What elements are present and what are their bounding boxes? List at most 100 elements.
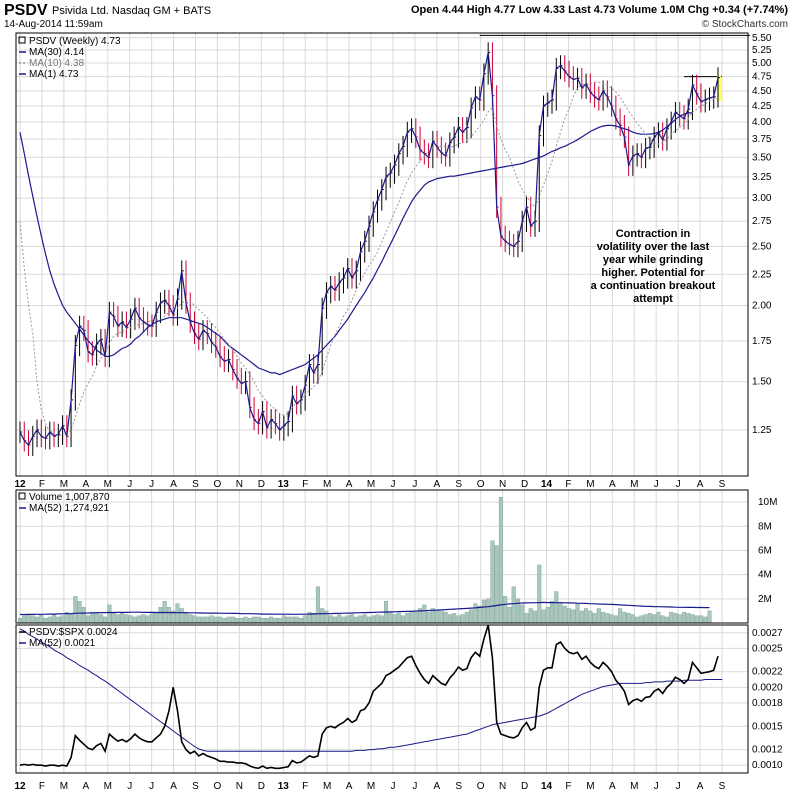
volume-bar xyxy=(200,616,206,624)
y-tick-label: 6M xyxy=(758,545,772,556)
volume-bar xyxy=(439,610,444,624)
volume-bar xyxy=(681,611,686,624)
x-tick-label: O xyxy=(477,479,485,490)
legend-text: MA(30) 4.14 xyxy=(29,47,84,58)
volume-bar xyxy=(494,545,499,624)
volume-bar xyxy=(626,613,631,624)
volume-bar xyxy=(183,611,189,624)
volume-bar xyxy=(196,616,201,624)
volume-bar xyxy=(528,608,533,624)
x-tick-label: D xyxy=(258,479,265,490)
volume-bar xyxy=(452,613,457,624)
y-tick-label: 3.75 xyxy=(752,134,772,145)
x-tick-label: J xyxy=(676,479,681,490)
volume-bar xyxy=(524,613,529,624)
volume-bar xyxy=(388,611,393,624)
volume-bar xyxy=(618,608,623,624)
volume-bar xyxy=(17,617,23,624)
volume-bar xyxy=(137,615,142,624)
x-tick-label: A xyxy=(346,479,353,490)
y-tick-label: 1.25 xyxy=(752,425,772,436)
volume-bar xyxy=(703,616,708,624)
volume-bar xyxy=(647,613,652,624)
volume-bar xyxy=(294,616,299,624)
y-tick-label: 4.25 xyxy=(752,101,772,112)
volume-bar xyxy=(456,615,461,624)
volume-bar xyxy=(60,615,65,624)
company-name: Psivida Ltd. Nasdaq GM + BATS xyxy=(52,5,212,17)
y-tick-label: 0.0018 xyxy=(752,698,783,709)
volume-bar xyxy=(545,607,550,624)
volume-bar xyxy=(396,613,401,624)
volume-bar xyxy=(166,607,171,624)
quote-summary: Open 4.44 High 4.77 Low 4.33 Last 4.73 V… xyxy=(411,4,788,16)
volume-bar xyxy=(107,604,112,624)
y-tick-label: 0.0027 xyxy=(752,628,783,639)
volume-bar xyxy=(269,616,274,624)
volume-bar xyxy=(98,614,103,624)
chart-date: 14-Aug-2014 11:59am xyxy=(4,19,103,30)
x-tick-label: M xyxy=(367,781,375,792)
x-tick-label: F xyxy=(302,479,308,490)
volume-bar xyxy=(366,616,372,624)
x-tick-label: M xyxy=(60,781,68,792)
x-tick-label: D xyxy=(521,479,528,490)
volume-bar xyxy=(81,607,86,624)
y-tick-label: 0.0025 xyxy=(752,643,783,654)
x-tick-label: S xyxy=(455,479,462,490)
ma30-line xyxy=(19,112,693,376)
volume-bar xyxy=(175,603,180,624)
x-tick-label: O xyxy=(214,479,222,490)
x-tick-label: F xyxy=(39,781,45,792)
ticker-symbol: PSDV xyxy=(4,2,48,19)
x-tick-label: S xyxy=(719,781,726,792)
volume-bar xyxy=(354,616,359,624)
volume-bar xyxy=(584,608,589,624)
x-tick-label: O xyxy=(214,781,222,792)
volume-bar xyxy=(192,615,197,624)
volume-bar xyxy=(511,586,516,624)
volume-ma52-line xyxy=(20,601,710,616)
volume-bar xyxy=(664,616,669,624)
volume-bar xyxy=(358,615,363,624)
volume-bar xyxy=(464,611,469,624)
volume-bar xyxy=(567,608,572,624)
y-tick-label: 3.25 xyxy=(752,172,772,183)
x-tick-label: A xyxy=(609,479,616,490)
x-tick-label: N xyxy=(499,781,506,792)
volume-bar xyxy=(469,609,474,624)
legend-text: Volume 1,007,870 xyxy=(29,492,110,503)
volume-bar xyxy=(337,614,342,624)
volume-bar xyxy=(149,611,154,624)
annotation-line: year while grinding xyxy=(603,254,703,266)
volume-bar xyxy=(332,616,337,624)
x-tick-label: 12 xyxy=(14,479,26,490)
x-tick-label: A xyxy=(82,781,89,792)
volume-bar xyxy=(90,611,95,624)
x-tick-label: J xyxy=(390,479,395,490)
ratio-line xyxy=(19,624,719,770)
volume-bar xyxy=(677,614,682,624)
volume-bar xyxy=(575,603,580,624)
x-tick-label: S xyxy=(192,479,199,490)
x-tick-label: J xyxy=(654,781,659,792)
volume-bar xyxy=(239,617,244,624)
x-tick-label: A xyxy=(346,781,353,792)
x-tick-label: M xyxy=(586,479,594,490)
volume-bar xyxy=(571,609,576,624)
volume-bar xyxy=(515,598,520,624)
x-tick-label: 14 xyxy=(541,479,553,490)
volume-bar xyxy=(145,615,150,624)
volume-bar xyxy=(281,615,286,624)
volume-bar xyxy=(596,608,601,624)
volume-bar xyxy=(115,614,120,624)
volume-bar xyxy=(298,617,303,624)
x-tick-label: J xyxy=(676,781,681,792)
volume-bar xyxy=(290,616,295,624)
volume-bar xyxy=(69,614,74,624)
volume-bar xyxy=(443,611,448,624)
volume-bar xyxy=(132,616,137,624)
x-tick-label: J xyxy=(149,781,154,792)
volume-bar xyxy=(426,611,431,624)
x-tick-label: M xyxy=(60,479,68,490)
